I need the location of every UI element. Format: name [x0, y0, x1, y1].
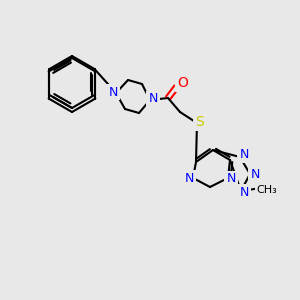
Text: N: N: [148, 92, 158, 106]
Text: S: S: [195, 115, 203, 129]
Text: N: N: [108, 85, 118, 98]
Text: N: N: [239, 185, 249, 199]
Text: N: N: [226, 172, 236, 185]
Text: N: N: [184, 172, 194, 184]
Text: O: O: [178, 76, 188, 90]
Text: N: N: [239, 148, 249, 161]
Text: N: N: [250, 167, 260, 181]
Text: CH₃: CH₃: [256, 185, 278, 195]
